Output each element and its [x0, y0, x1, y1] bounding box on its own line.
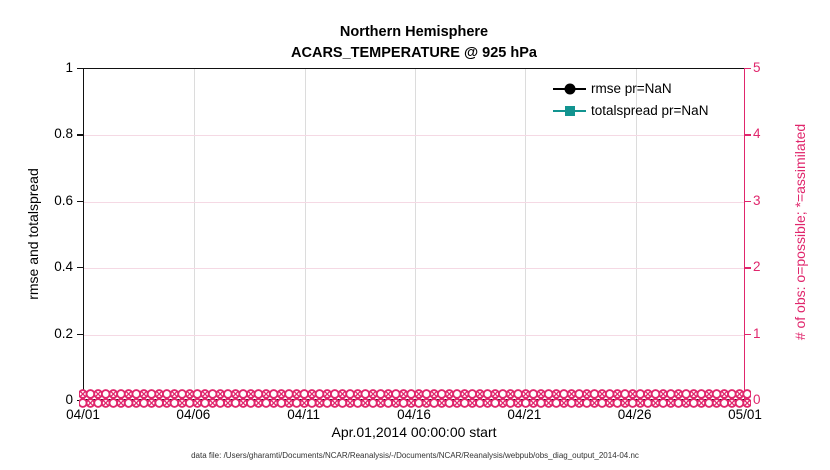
right-tick-label: 1 — [753, 325, 761, 341]
x-tick-label: 04/01 — [66, 407, 100, 422]
right-tick-mark — [745, 68, 751, 70]
right-tick-label: 4 — [753, 126, 761, 142]
legend-label-totalspread: totalspread pr=NaN — [591, 103, 709, 118]
left-tick-label: 1 — [65, 60, 73, 75]
left-axis-label: rmse and totalspread — [25, 168, 41, 300]
x-gridline — [304, 69, 306, 399]
legend: rmse pr=NaN totalspread pr=NaN — [553, 79, 708, 120]
right-tick-label: 3 — [753, 192, 761, 208]
legend-item-rmse: rmse pr=NaN — [553, 79, 708, 98]
left-tick-label: 0.2 — [54, 325, 73, 341]
data-file-note: data file: /Users/gharamti/Documents/NCA… — [191, 451, 639, 460]
right-tick-label: 5 — [753, 60, 761, 75]
left-tick-label: 0.4 — [54, 259, 73, 275]
left-tick-mark — [77, 200, 83, 202]
right-tick-mark — [745, 200, 751, 203]
x-tick-label: 05/01 — [728, 407, 762, 422]
x-tick-label: 04/06 — [176, 407, 211, 422]
chart-title-block: Northern Hemisphere ACARS_TEMPERATURE @ … — [83, 22, 745, 64]
x-gridline — [525, 69, 527, 399]
x-gridline — [635, 69, 637, 399]
left-tick-label: 0.8 — [54, 126, 73, 142]
x-gridline — [194, 69, 196, 399]
totalspread-line-marker-icon — [553, 104, 586, 117]
right-tick-label: 0 — [753, 392, 761, 407]
left-tick-mark — [77, 134, 83, 136]
right-tick-mark — [745, 267, 751, 269]
left-tick-label: 0.6 — [54, 192, 73, 208]
right-axis-spine — [744, 68, 745, 400]
legend-item-totalspread: totalspread pr=NaN — [553, 101, 708, 120]
chart-title: Northern Hemisphere — [339, 24, 489, 40]
left-tick-mark — [77, 333, 83, 335]
left-tick-mark — [77, 68, 83, 70]
right-tick-mark — [745, 333, 751, 335]
y-gridline — [84, 334, 745, 336]
x-tick-label: 04/11 — [287, 407, 321, 422]
x-tick-label: 04/16 — [397, 407, 431, 422]
right-tick-mark — [745, 134, 751, 136]
legend-label-rmse: rmse pr=NaN — [591, 81, 672, 96]
y-gridline — [84, 135, 745, 137]
x-tick-label: 04/21 — [507, 407, 542, 422]
x-gridline — [415, 69, 416, 399]
rmse-line-marker-icon — [553, 82, 586, 95]
x-tick-label: 04/26 — [617, 407, 652, 422]
obs-count-markers-band — [79, 389, 751, 408]
y-gridline — [84, 201, 745, 203]
left-tick-mark — [77, 267, 83, 269]
chart-subtitle: ACARS_TEMPERATURE @ 925 hPa — [291, 45, 537, 61]
left-tick-label: 0 — [65, 392, 73, 407]
right-tick-label: 2 — [753, 259, 761, 275]
right-axis-label: # of obs: o=possible; *=assimilated — [792, 123, 808, 341]
x-axis-label: Apr.01,2014 00:00:00 start — [331, 424, 497, 440]
y-gridline — [84, 268, 745, 270]
